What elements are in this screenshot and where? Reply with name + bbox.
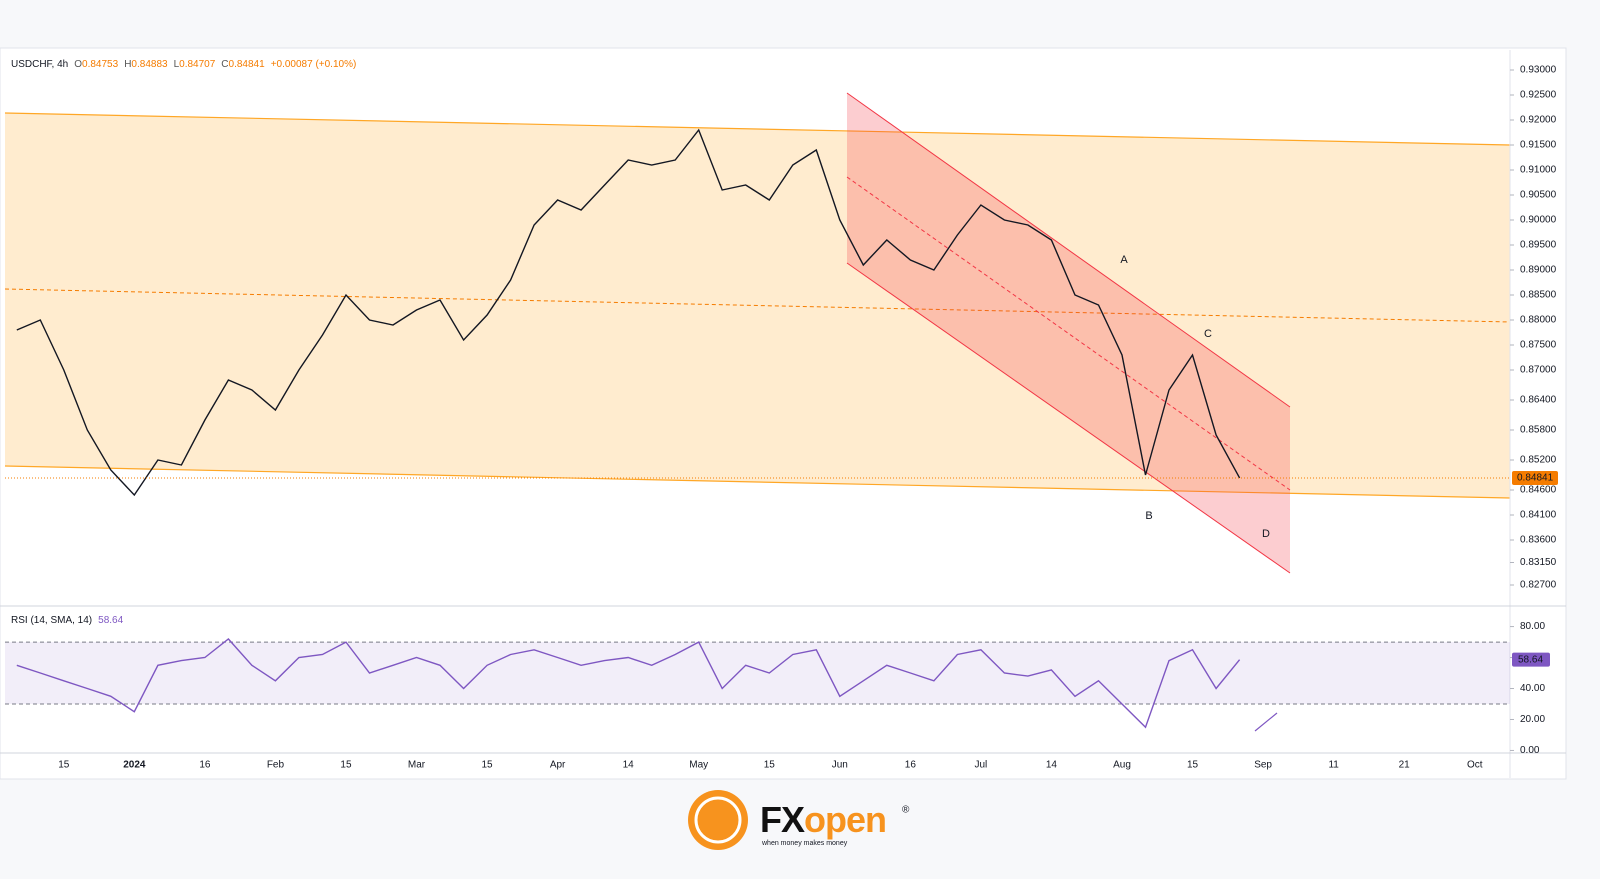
x-tick-label: 2024 [123,760,146,771]
wave-label: B [1145,510,1152,522]
rsi-header: RSI (14, SMA, 14) 58.64 [11,615,124,626]
x-tick-label: 14 [623,760,635,771]
y-tick-label: 0.88500 [1520,290,1557,301]
x-tick-label: 15 [340,760,352,771]
logo-brand: open [804,799,886,840]
logo-tagline: when money makes money [761,840,848,847]
y-tick-label: 0.83600 [1520,535,1557,546]
x-tick-label: 15 [58,760,70,771]
y-tick-label: 0.84600 [1520,485,1557,496]
ohlc-value: 0.84707 [179,59,216,70]
ohlc-value: 0.84841 [229,59,266,70]
channel-line [4,465,1511,499]
x-tick-label: Apr [550,760,566,771]
ohlc-value: 0.84883 [131,59,168,70]
y-tick-label: 0.92500 [1520,90,1557,101]
x-tick-label: 21 [1399,760,1411,771]
y-tick-label: 0.82700 [1520,580,1557,591]
y-tick-label: 0.87500 [1520,340,1557,351]
logo-icon-ring [694,796,742,844]
chart-card [0,47,1567,780]
channel-line [4,112,1511,146]
x-tick-label: Jun [832,760,848,771]
y-tick-label: 0.88000 [1520,315,1557,326]
y-tick-label: 40.00 [1520,683,1545,694]
rsi-value: 58.64 [98,615,123,626]
last-price-label: 0.84841 [1517,473,1554,484]
x-tick-label: Aug [1113,760,1131,771]
divergence-line [1254,712,1278,732]
price-line [16,128,1241,497]
x-tick-label: Sep [1254,760,1272,771]
rsi-tag-label: 58.64 [1518,654,1543,665]
ohlc-label: L [174,59,180,70]
y-tick-label: 0.00 [1520,745,1540,756]
logo-registered: ® [902,805,910,816]
y-tick-label: 0.90000 [1520,215,1557,226]
price-line [16,638,1241,729]
x-tick-label: 15 [764,760,776,771]
channel-mid [4,288,1511,323]
y-tick-label: 0.91500 [1520,140,1557,151]
x-tick-label: 11 [1328,760,1339,771]
ohlc-label: C [221,59,228,70]
x-tick-label: 16 [199,760,211,771]
y-tick-label: 0.84100 [1520,510,1557,521]
y-tick-label: 0.83150 [1520,557,1557,568]
y-tick-label: 20.00 [1520,714,1545,725]
y-tick-label: 0.89000 [1520,265,1557,276]
x-tick-label: 15 [1187,760,1199,771]
rsi-title: RSI (14, SMA, 14) [11,615,92,626]
y-tick-label: 0.87000 [1520,365,1557,376]
y-tick-label: 0.85200 [1520,455,1557,466]
last-price-tag [1512,470,1558,485]
down-channel-line [846,92,1291,408]
ohlc-label: O [74,59,82,70]
x-tick-label: 16 [905,760,917,771]
y-tick-label: 0.91000 [1520,165,1557,176]
logo-brand: FX [760,799,805,840]
x-tick-label: Jul [975,760,988,771]
down-channel-line [846,262,1291,574]
price-header: USDCHF, 4h O0.84753 H0.84883 L0.84707 C0.848… [11,59,356,70]
y-tick-label: 0.92000 [1520,115,1557,126]
y-tick-label: 0.89500 [1520,240,1557,251]
y-tick-label: 0.85800 [1520,425,1557,436]
x-tick-label: Mar [408,760,426,771]
y-tick-label: 0.90500 [1520,190,1557,201]
x-tick-label: Oct [1467,760,1483,771]
wave-label: A [1120,254,1128,266]
x-tick-label: 15 [482,760,494,771]
x-tick-label: Feb [267,760,285,771]
wave-label: C [1204,328,1212,340]
ohlc-label: H [124,59,131,70]
down-channel-fill [847,93,1290,573]
y-tick-label: 80.00 [1520,621,1545,632]
x-tick-label: May [689,760,708,771]
change: +0.00087 (+0.10%) [271,59,357,70]
rsi-band [5,642,1510,704]
x-tick-label: 14 [1046,760,1058,771]
y-tick-label: 0.93000 [1520,65,1557,76]
symbol: USDCHF, 4h [11,59,68,70]
rsi-tag [1512,652,1550,667]
logo-text: FXopen [760,799,886,840]
y-tick-label: 0.86400 [1520,395,1557,406]
wave-label: D [1262,528,1270,540]
ohlc-value: 0.84753 [82,59,119,70]
